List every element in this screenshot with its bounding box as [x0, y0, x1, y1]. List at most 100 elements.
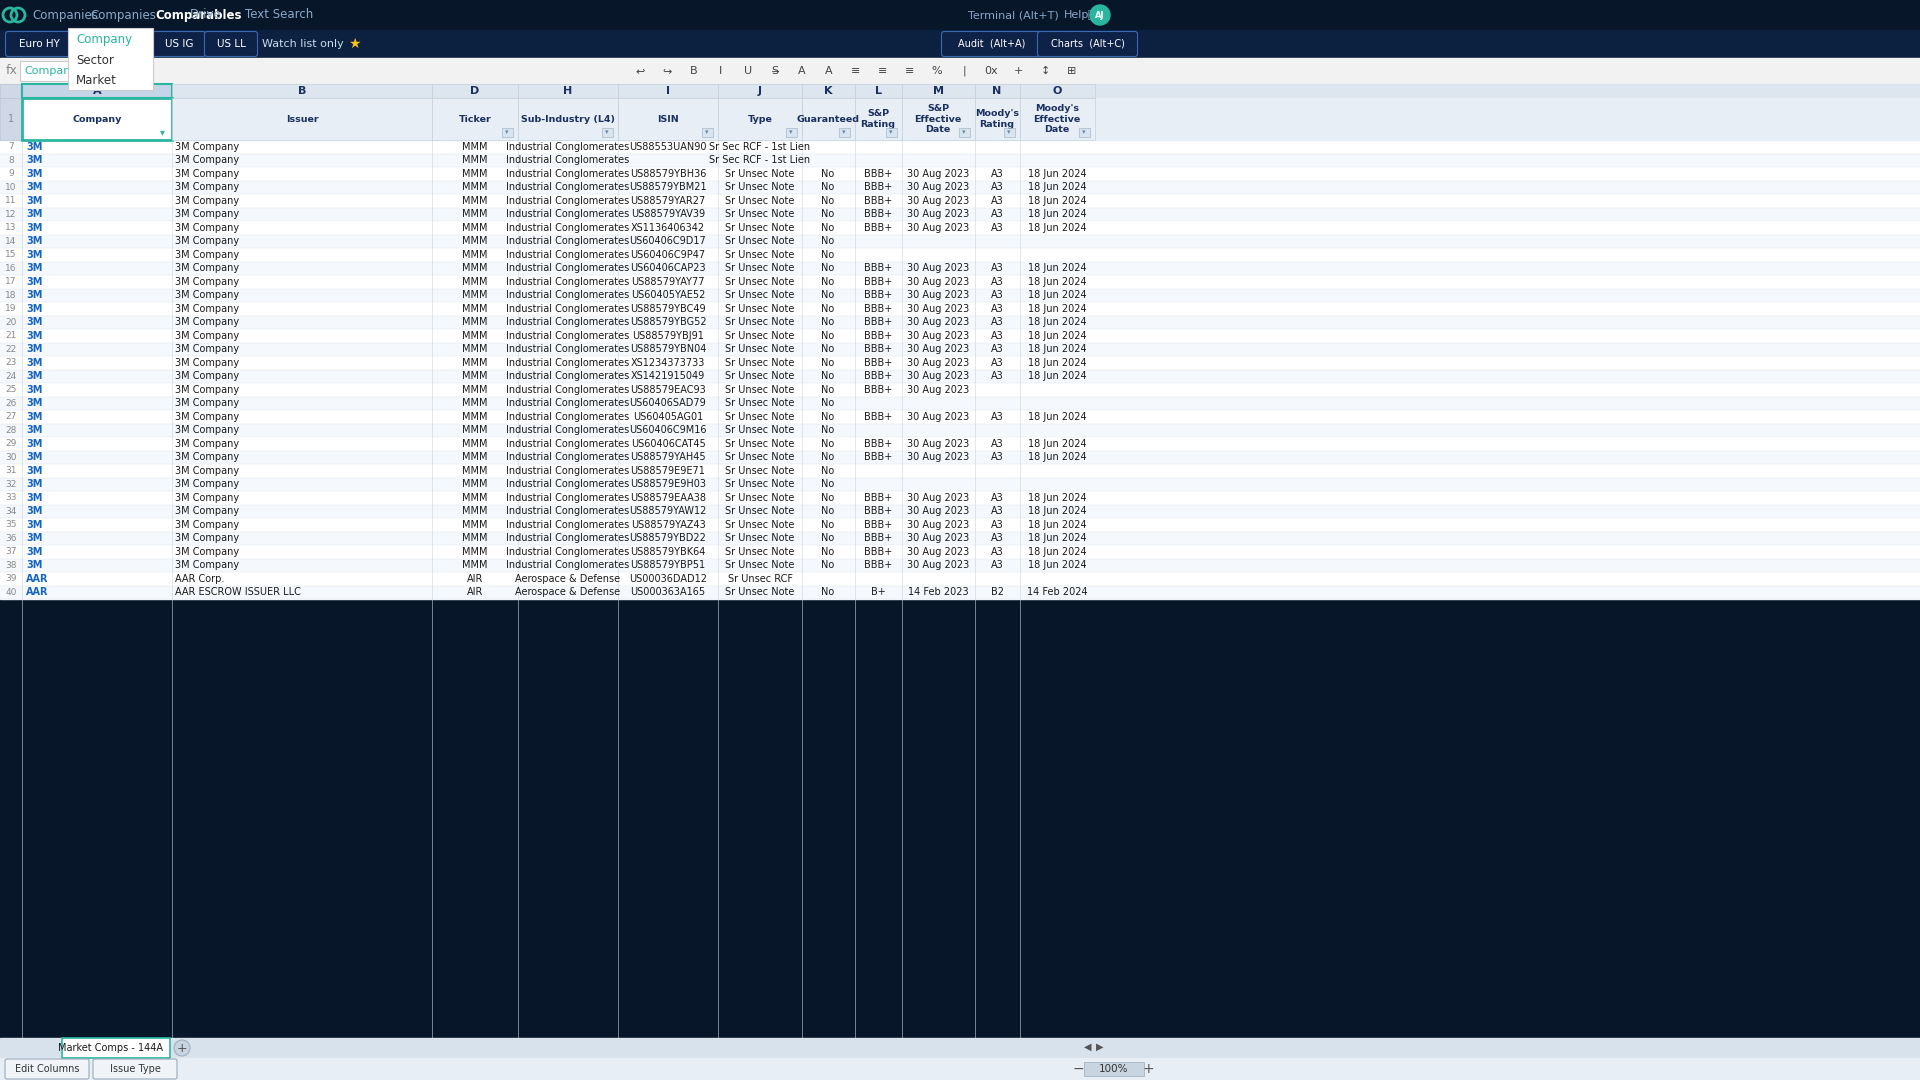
- Text: MMM: MMM: [463, 303, 488, 314]
- Text: 18 Jun 2024: 18 Jun 2024: [1027, 507, 1087, 516]
- Text: +: +: [1142, 1062, 1154, 1076]
- Text: Industrial Conglomerates: Industrial Conglomerates: [507, 291, 630, 300]
- Text: Sr Unsec Note: Sr Unsec Note: [726, 546, 795, 557]
- Text: ↩: ↩: [636, 66, 645, 76]
- Text: MMM: MMM: [463, 546, 488, 557]
- Text: 33: 33: [6, 494, 17, 502]
- Text: No: No: [822, 561, 835, 570]
- Text: 3M Company: 3M Company: [175, 438, 240, 449]
- Text: 30 Aug 2023: 30 Aug 2023: [906, 561, 970, 570]
- Text: 3M: 3M: [27, 546, 42, 557]
- Text: No: No: [822, 384, 835, 395]
- Text: Sr Unsec Note: Sr Unsec Note: [726, 357, 795, 368]
- Text: ▶: ▶: [1096, 1042, 1104, 1052]
- Text: Sr Unsec Note: Sr Unsec Note: [726, 534, 795, 543]
- Bar: [0, 545, 1920, 558]
- Text: 18 Jun 2024: 18 Jun 2024: [1027, 357, 1087, 368]
- Bar: [0, 167, 1920, 180]
- Text: 3M: 3M: [27, 195, 42, 206]
- Text: Sr Unsec Note: Sr Unsec Note: [726, 384, 795, 395]
- Text: 18 Jun 2024: 18 Jun 2024: [1027, 561, 1087, 570]
- Bar: [1020, 98, 1094, 140]
- Text: O: O: [1052, 86, 1062, 96]
- FancyBboxPatch shape: [6, 1059, 88, 1079]
- Text: US60406SAD79: US60406SAD79: [630, 399, 707, 408]
- Text: US88579E9H03: US88579E9H03: [630, 480, 707, 489]
- Text: MMM: MMM: [463, 438, 488, 449]
- FancyBboxPatch shape: [92, 1059, 177, 1079]
- Text: 3M Company: 3M Company: [175, 465, 240, 476]
- Text: US88579YBJ91: US88579YBJ91: [632, 330, 705, 341]
- Text: Sr Unsec RCF: Sr Unsec RCF: [728, 573, 793, 584]
- Text: 3M: 3M: [27, 141, 42, 152]
- Text: Industrial Conglomerates: Industrial Conglomerates: [507, 519, 630, 530]
- Text: 3M Company: 3M Company: [175, 303, 240, 314]
- Bar: [854, 98, 902, 140]
- Text: Industrial Conglomerates: Industrial Conglomerates: [507, 222, 630, 233]
- Text: S&P
Effective
Date: S&P Effective Date: [914, 104, 962, 134]
- Bar: [0, 423, 1920, 437]
- Text: US60406CAT45: US60406CAT45: [630, 438, 705, 449]
- FancyBboxPatch shape: [6, 31, 73, 56]
- Text: 16: 16: [6, 264, 17, 273]
- Text: No: No: [822, 534, 835, 543]
- Text: 3M: 3M: [27, 330, 42, 341]
- Text: 3M: 3M: [27, 222, 42, 233]
- Text: No: No: [822, 168, 835, 179]
- Text: H: H: [563, 86, 572, 96]
- Circle shape: [1091, 5, 1110, 25]
- Polygon shape: [900, 0, 1037, 55]
- Text: A3: A3: [991, 210, 1004, 219]
- Bar: [518, 98, 618, 140]
- Text: 30 Aug 2023: 30 Aug 2023: [906, 507, 970, 516]
- Text: 11: 11: [6, 197, 17, 205]
- Text: Help: Help: [1064, 10, 1089, 21]
- Text: A3: A3: [991, 534, 1004, 543]
- Text: US88579YAV39: US88579YAV39: [632, 210, 705, 219]
- Text: Sr Unsec Note: Sr Unsec Note: [726, 195, 795, 206]
- Text: No: No: [822, 399, 835, 408]
- Text: 40: 40: [6, 588, 17, 597]
- Text: 18 Jun 2024: 18 Jun 2024: [1027, 546, 1087, 557]
- Text: MMM: MMM: [463, 480, 488, 489]
- Text: 21: 21: [6, 332, 17, 340]
- Text: MMM: MMM: [463, 372, 488, 381]
- Text: 3M: 3M: [27, 264, 42, 273]
- Bar: [803, 84, 854, 98]
- Text: Industrial Conglomerates: Industrial Conglomerates: [507, 534, 630, 543]
- Bar: [0, 356, 1920, 369]
- Text: Sr Unsec Note: Sr Unsec Note: [726, 588, 795, 597]
- Text: Industrial Conglomerates: Industrial Conglomerates: [507, 276, 630, 287]
- Text: ▾: ▾: [605, 130, 609, 135]
- Bar: [0, 572, 1920, 585]
- Bar: [0, 84, 21, 98]
- Text: 27: 27: [6, 413, 17, 421]
- Text: 30 Aug 2023: 30 Aug 2023: [906, 411, 970, 422]
- Text: 3M: 3M: [27, 507, 42, 516]
- Text: A3: A3: [991, 507, 1004, 516]
- Text: US88579YBH36: US88579YBH36: [630, 168, 707, 179]
- Text: 17: 17: [6, 278, 17, 286]
- Text: 🔔: 🔔: [1089, 10, 1094, 21]
- Text: 3M Company: 3M Company: [175, 384, 240, 395]
- Text: 3M Company: 3M Company: [175, 453, 240, 462]
- Text: Sr Unsec Note: Sr Unsec Note: [726, 330, 795, 341]
- Text: fx: fx: [6, 65, 17, 78]
- Bar: [0, 477, 1920, 491]
- Text: 18 Jun 2024: 18 Jun 2024: [1027, 372, 1087, 381]
- Bar: [885, 129, 897, 137]
- Text: 3M Company: 3M Company: [175, 156, 240, 165]
- Text: US88579EAA38: US88579EAA38: [630, 492, 707, 503]
- Text: ▾: ▾: [1083, 130, 1085, 135]
- Text: US60406C9M16: US60406C9M16: [630, 426, 707, 435]
- Text: BBB+: BBB+: [864, 168, 893, 179]
- Text: BBB+: BBB+: [864, 561, 893, 570]
- Text: 12: 12: [6, 210, 17, 219]
- Text: Industrial Conglomerates: Industrial Conglomerates: [507, 426, 630, 435]
- Text: 3M Company: 3M Company: [175, 222, 240, 233]
- Text: Sr Unsec Note: Sr Unsec Note: [726, 249, 795, 260]
- Text: Industrial Conglomerates: Industrial Conglomerates: [507, 492, 630, 503]
- Text: A3: A3: [991, 318, 1004, 327]
- Text: 3M: 3M: [27, 357, 42, 368]
- Text: 30 Aug 2023: 30 Aug 2023: [906, 276, 970, 287]
